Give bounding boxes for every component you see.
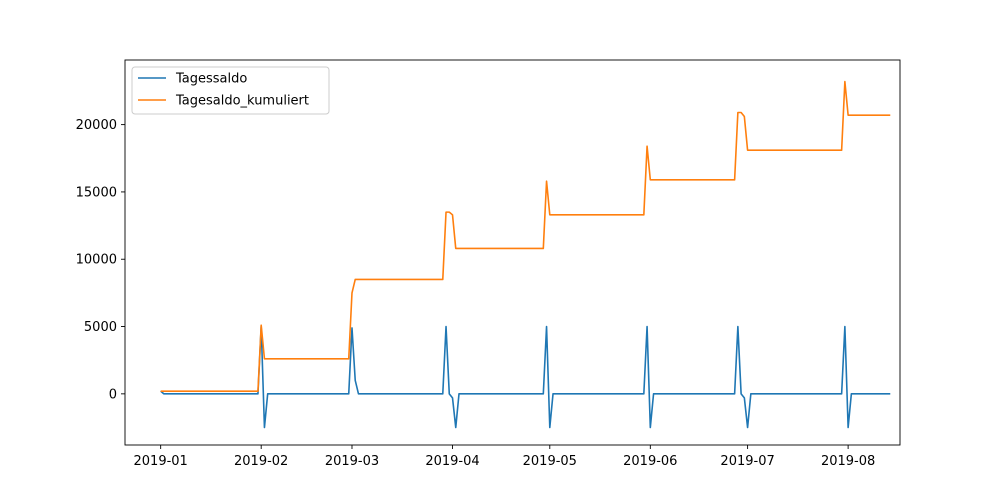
legend: Tagessaldo Tagesaldo_kumuliert (131, 66, 330, 115)
plot-area (160, 80, 891, 429)
y-tick-label: 10000 (76, 253, 117, 268)
x-tick-label: 2019-08 (821, 454, 875, 469)
x-tick-label: 2019-03 (325, 454, 379, 469)
axes: 2019-01 2019-02 2019-03 2019-04 2019-05 2019-… (76, 59, 901, 469)
x-tick-label: 2019-04 (425, 454, 479, 469)
y-tick-label: 0 (109, 387, 117, 402)
x-tick-label: 2019-01 (134, 454, 188, 469)
x-tick-label: 2019-06 (623, 454, 677, 469)
legend-label-1: Tagesaldo_kumuliert (175, 94, 309, 109)
series-line-1 (160, 80, 891, 392)
y-tick-label: 20000 (76, 118, 117, 133)
x-tick-label: 2019-05 (523, 454, 577, 469)
x-tick-label: 2019-02 (234, 454, 288, 469)
legend-box (131, 66, 330, 115)
y-tick-label: 5000 (84, 320, 117, 335)
legend-label-0: Tagessaldo (175, 72, 247, 87)
series-line-0 (160, 325, 891, 429)
axes-frame (124, 59, 901, 446)
x-tick-label: 2019-07 (720, 454, 774, 469)
y-tick-label: 15000 (76, 185, 117, 200)
